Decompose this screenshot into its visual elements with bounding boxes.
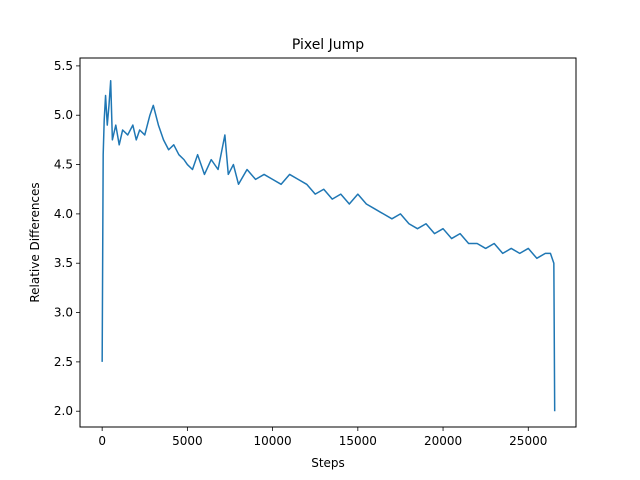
x-tick-label: 20000 [424, 434, 462, 448]
plot-area [101, 79, 556, 412]
plot-frame [79, 57, 577, 428]
x-tick-label: 10000 [254, 434, 292, 448]
y-tick-label: 2.5 [54, 355, 73, 369]
x-axis-ticks: 0 5000 10000 15000 20000 25000 [98, 427, 547, 448]
x-tick-label: 0 [98, 434, 106, 448]
y-tick-label: 5.5 [54, 59, 73, 73]
y-tick-label: 3.0 [54, 306, 73, 320]
y-tick-label: 3.5 [54, 256, 73, 270]
y-tick-label: 2.0 [54, 404, 73, 418]
y-axis-label: Relative Differences [28, 182, 42, 302]
y-tick-label: 4.5 [54, 158, 73, 172]
y-tick-label: 4.0 [54, 207, 73, 221]
x-tick-label: 25000 [509, 434, 547, 448]
x-axis-label: Steps [311, 456, 345, 470]
y-tick-label: 5.0 [54, 108, 73, 122]
x-tick-label: 5000 [172, 434, 203, 448]
series-line [101, 79, 556, 412]
chart-title: Pixel Jump [292, 37, 364, 53]
x-tick-label: 15000 [339, 434, 377, 448]
y-axis-ticks: 2.0 2.5 3.0 3.5 4.0 4.5 5.0 5.5 [54, 59, 80, 418]
